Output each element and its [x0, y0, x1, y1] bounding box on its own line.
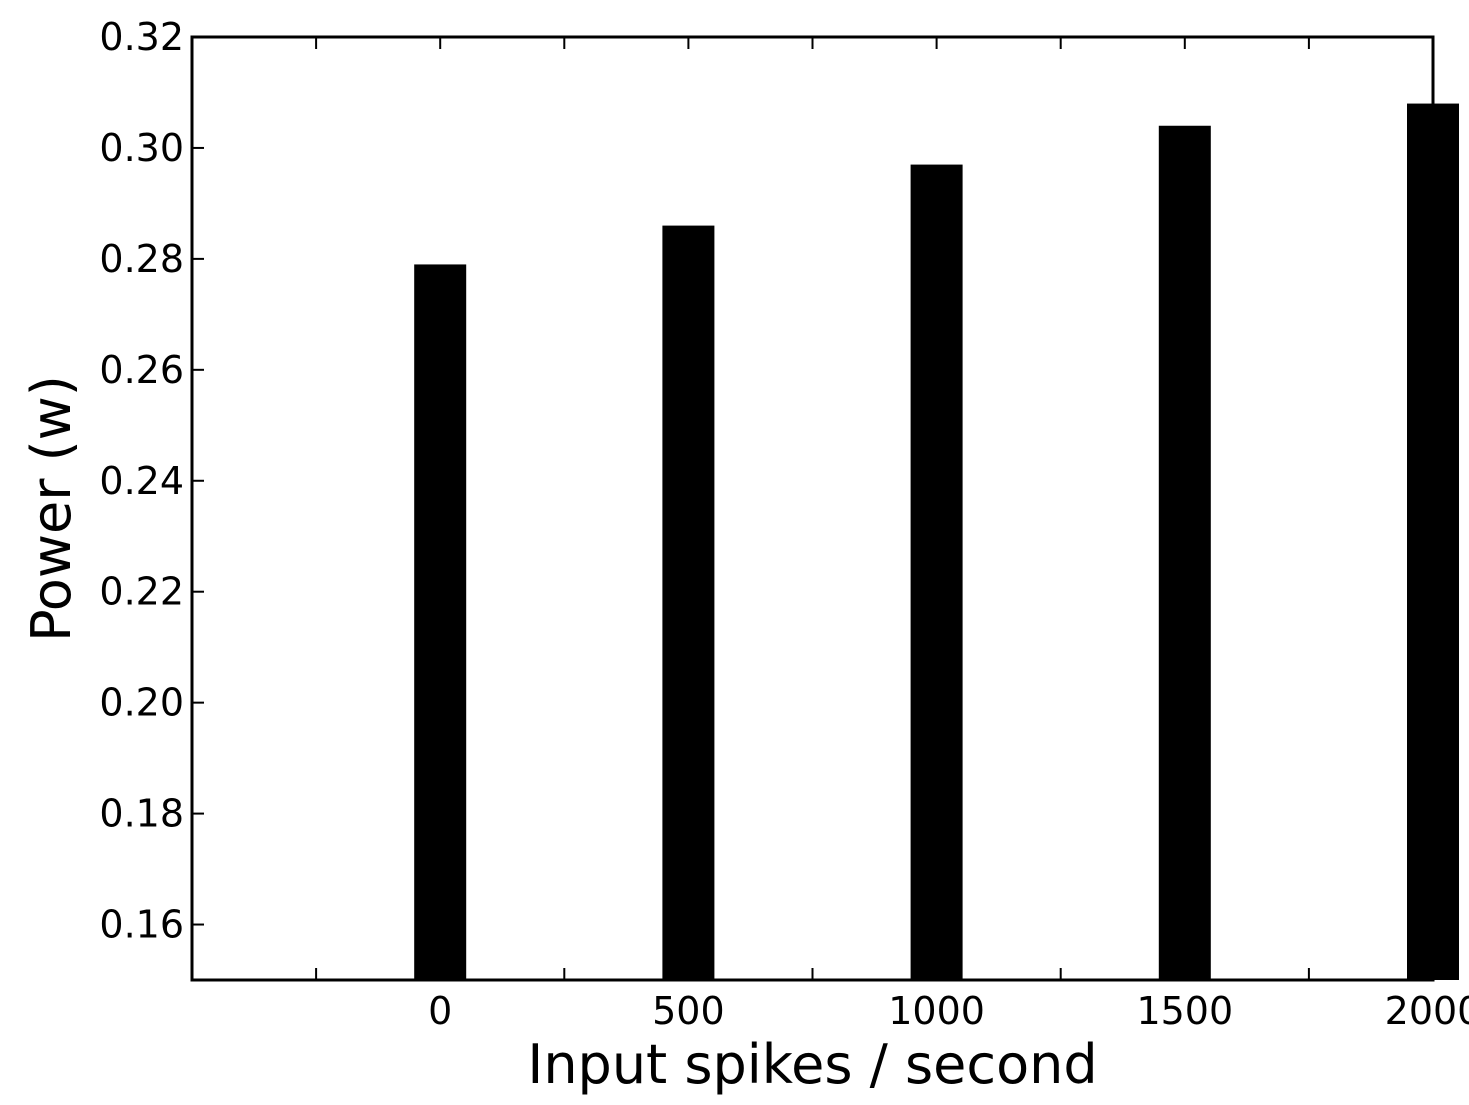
x-tick-label: 0 — [428, 989, 452, 1033]
y-tick-label: 0.30 — [99, 126, 184, 170]
y-tick-label: 0.18 — [99, 792, 184, 836]
y-axis-label: Power (w) — [20, 375, 83, 642]
x-tick-label: 500 — [652, 989, 725, 1033]
x-tick-label: 1000 — [888, 989, 985, 1033]
y-tick-label: 0.24 — [99, 459, 184, 503]
bar-0 — [414, 264, 467, 980]
y-tick-label: 0.16 — [99, 903, 184, 947]
bar-500 — [662, 225, 715, 981]
plot-frame — [190, 35, 1435, 982]
x-axis-label: Input spikes / second — [527, 1033, 1097, 1096]
y-tick-label: 0.26 — [99, 348, 184, 392]
bar-1500 — [1158, 125, 1211, 981]
y-tick-label: 0.20 — [99, 681, 184, 725]
x-tick-label: 1500 — [1136, 989, 1233, 1033]
y-tick-label: 0.28 — [99, 237, 184, 281]
bar-1000 — [910, 164, 963, 981]
y-tick-label: 0.32 — [99, 15, 184, 59]
y-tick-label: 0.22 — [99, 570, 184, 614]
